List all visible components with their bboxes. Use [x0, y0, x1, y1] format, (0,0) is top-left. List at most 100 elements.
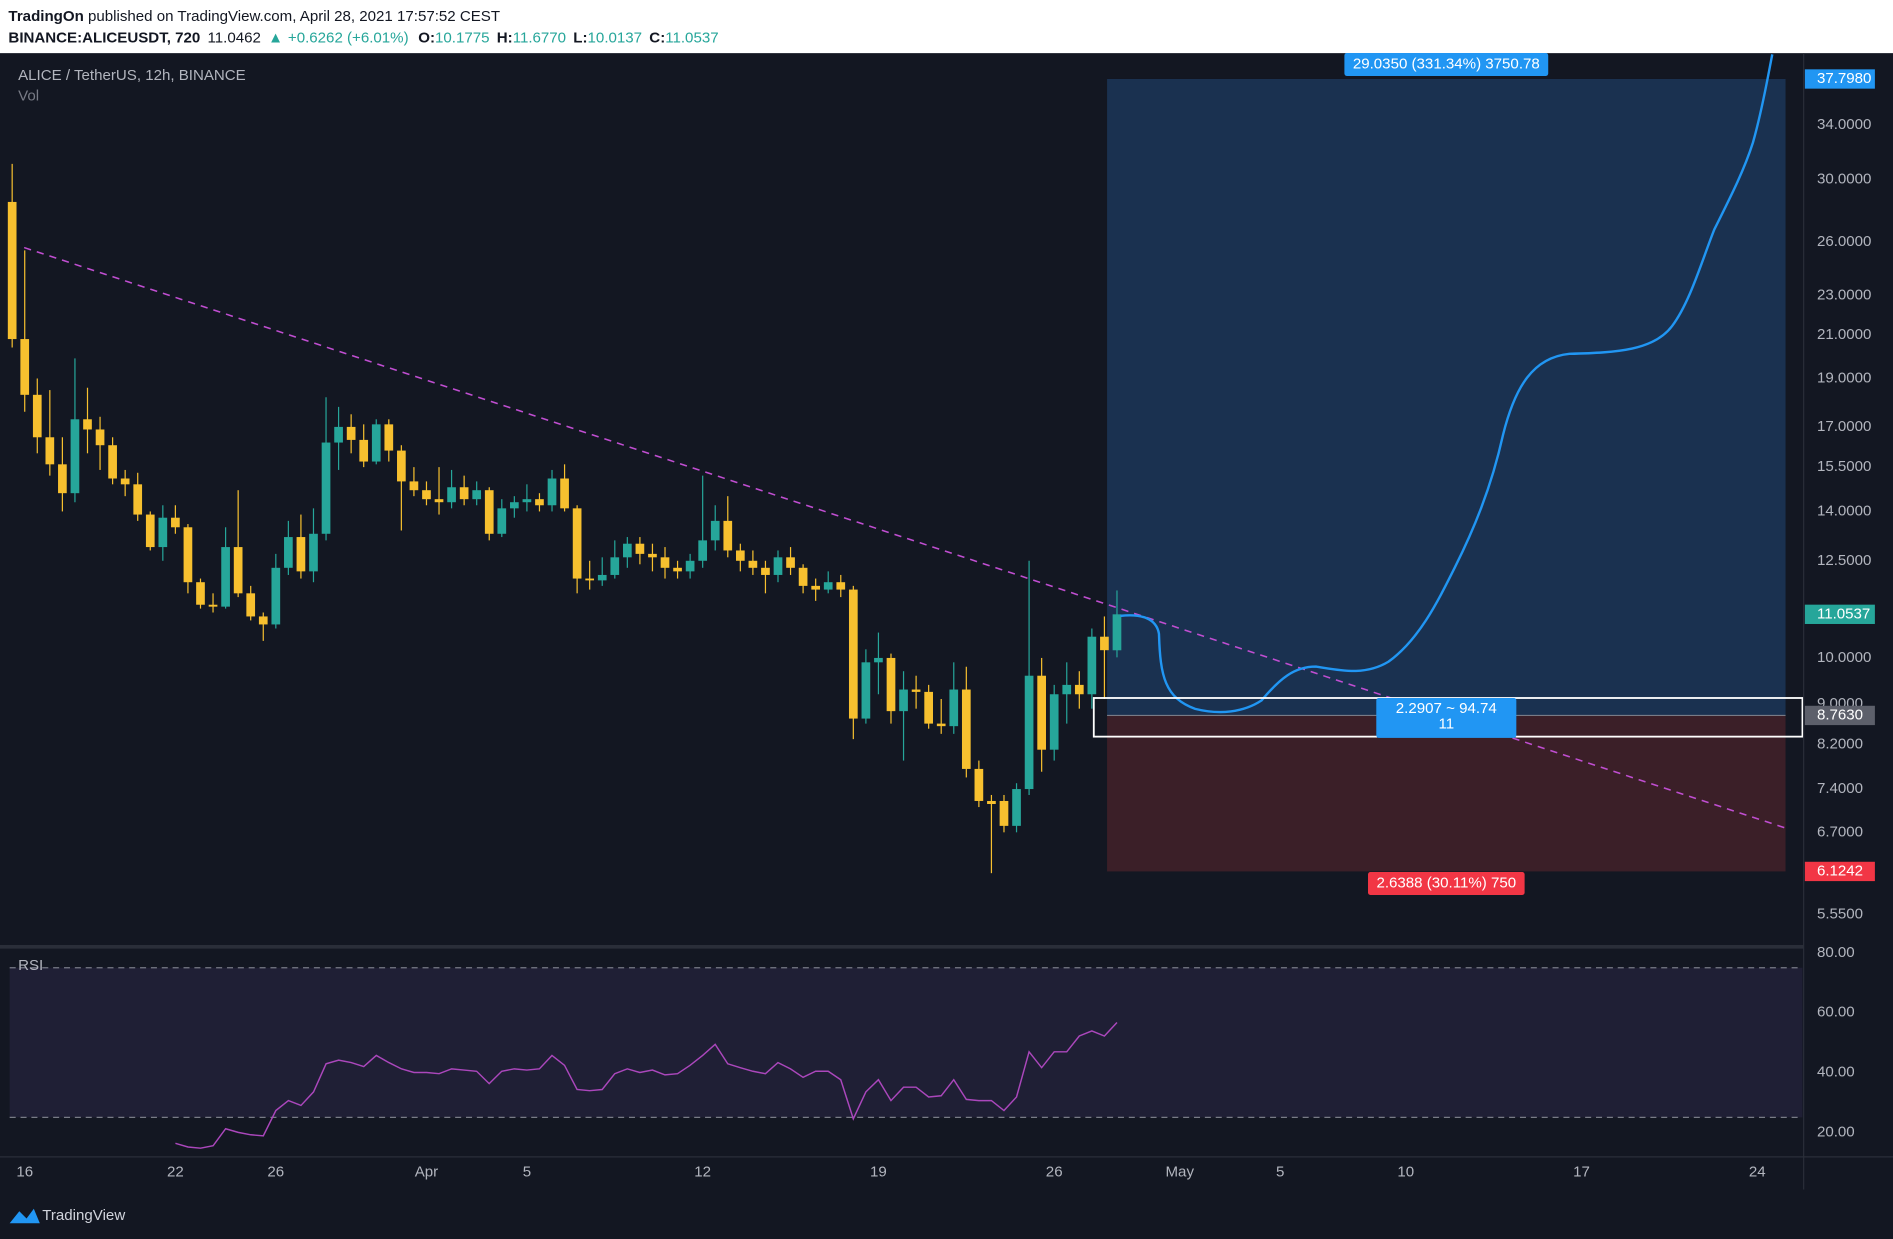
candle-body — [7, 201, 17, 340]
candle-body — [949, 689, 959, 727]
x-tick-label: 24 — [1749, 1164, 1766, 1181]
rsi-pane: RSI — [9, 957, 1803, 1149]
y-tick-label: 12.5000 — [1817, 552, 1872, 569]
y-tick-label: 8.2000 — [1817, 735, 1863, 752]
x-tick-label: May — [1165, 1164, 1194, 1181]
candle-body — [899, 689, 908, 712]
x-tick-label: 5 — [1276, 1164, 1284, 1181]
candle-body — [798, 567, 808, 586]
candle-body — [874, 657, 883, 663]
candle-body — [635, 543, 645, 554]
chart-title: ALICE / TetherUS, 12h, BINANCE — [18, 67, 246, 84]
candle-body — [409, 481, 419, 491]
legend-entry: RSI — [18, 957, 43, 974]
candle-body — [208, 604, 218, 607]
rsi-band — [9, 967, 1803, 1118]
candle-body — [1062, 684, 1072, 695]
x-tick-label: Apr — [415, 1164, 438, 1181]
ohlc-label: L: — [573, 30, 587, 47]
candle-body — [120, 478, 130, 485]
y-tick-label: 34.0000 — [1817, 116, 1872, 133]
candle-body — [1012, 789, 1021, 826]
price-label-box — [1804, 861, 1875, 882]
arrow: ▲ — [268, 30, 283, 47]
change: +0.6262 (+6.01%) — [288, 30, 409, 47]
y-tick-label: 60.00 — [1817, 1004, 1855, 1021]
measure-bars: 11 — [1438, 716, 1454, 733]
ohlc-value: 11.6770 — [513, 30, 566, 47]
candle-body — [183, 527, 193, 583]
footer-brand: TradingView — [42, 1207, 125, 1224]
candle-body — [622, 543, 632, 558]
stop-label-box — [1368, 872, 1525, 895]
target-zone — [1107, 78, 1786, 716]
ohlc-value: 11.0537 — [665, 30, 718, 47]
x-tick-label: 10 — [1397, 1164, 1414, 1181]
candle-body — [58, 464, 67, 494]
rsi-line — [175, 1021, 1118, 1149]
y-tick-label: 7.4000 — [1817, 780, 1863, 797]
candle-body — [334, 426, 343, 443]
y-tick-label: 15.5000 — [1817, 458, 1872, 475]
ohlc-value: 10.0137 — [588, 30, 643, 47]
stop-label: 2.6388 (30.11%) 750 — [1376, 874, 1516, 891]
x-tick-label: 26 — [267, 1164, 284, 1181]
x-tick-label: 16 — [16, 1164, 33, 1181]
candle-body — [447, 487, 456, 503]
candle-body — [296, 537, 306, 572]
ohlc-label: O: — [418, 30, 435, 47]
candle-body — [773, 557, 783, 575]
last-price: 11.0462 — [208, 30, 261, 47]
candle-body — [886, 657, 896, 712]
candle-body — [434, 499, 444, 503]
y-tick-label: 80.00 — [1817, 944, 1855, 961]
ohlc-value: 10.1775 — [435, 30, 490, 47]
header-bar — [0, 0, 1893, 54]
candle-body — [823, 582, 833, 590]
candle-body — [660, 557, 670, 568]
measure-label: 2.2907 ~ 94.74 — [1396, 700, 1497, 717]
measure-label-box — [1376, 697, 1517, 738]
header-line: TradingOn published on TradingView.com, … — [8, 8, 500, 25]
y-tick-label: 20.00 — [1817, 1123, 1855, 1140]
candle-body — [171, 517, 180, 528]
y-tick-label: 30.0000 — [1817, 171, 1872, 188]
candle-body — [158, 517, 168, 548]
y-tick-label: 10.0000 — [1817, 649, 1872, 666]
candle-body — [610, 557, 620, 575]
stop-zone — [1107, 715, 1786, 872]
candle-body — [648, 553, 657, 558]
candle-body — [459, 487, 469, 500]
candle-body — [560, 478, 569, 509]
symbol: BINANCE:ALICEUSDT, 720 — [8, 30, 200, 47]
candle-body — [284, 537, 293, 568]
candle-body — [522, 499, 532, 503]
candle-body — [1087, 636, 1097, 695]
candle-body — [271, 567, 281, 625]
price-label: 6.1242 — [1817, 862, 1863, 879]
candle-body — [698, 540, 708, 561]
candle-body — [1049, 694, 1059, 750]
candle-body — [861, 662, 871, 719]
y-tick-label: 14.0000 — [1817, 502, 1872, 519]
x-tick-label: 12 — [694, 1164, 711, 1181]
candle-body — [196, 582, 205, 605]
target-label-box — [1344, 53, 1549, 76]
candle-body — [1112, 614, 1122, 651]
price-label: 11.0537 — [1817, 605, 1870, 622]
candle-body — [145, 514, 155, 548]
candle-body — [397, 450, 406, 482]
candle-body — [936, 723, 946, 727]
candle-body — [811, 585, 821, 590]
y-tick-label: 5.5500 — [1817, 905, 1863, 922]
candle-body — [221, 547, 230, 607]
candle-body — [547, 478, 557, 506]
candle-body — [786, 557, 795, 568]
candle-body — [108, 445, 117, 479]
x-tick-label: 19 — [870, 1164, 887, 1181]
y-tick-label: 6.7000 — [1817, 823, 1863, 840]
candle-body — [836, 582, 846, 590]
candle-body — [1024, 675, 1034, 790]
